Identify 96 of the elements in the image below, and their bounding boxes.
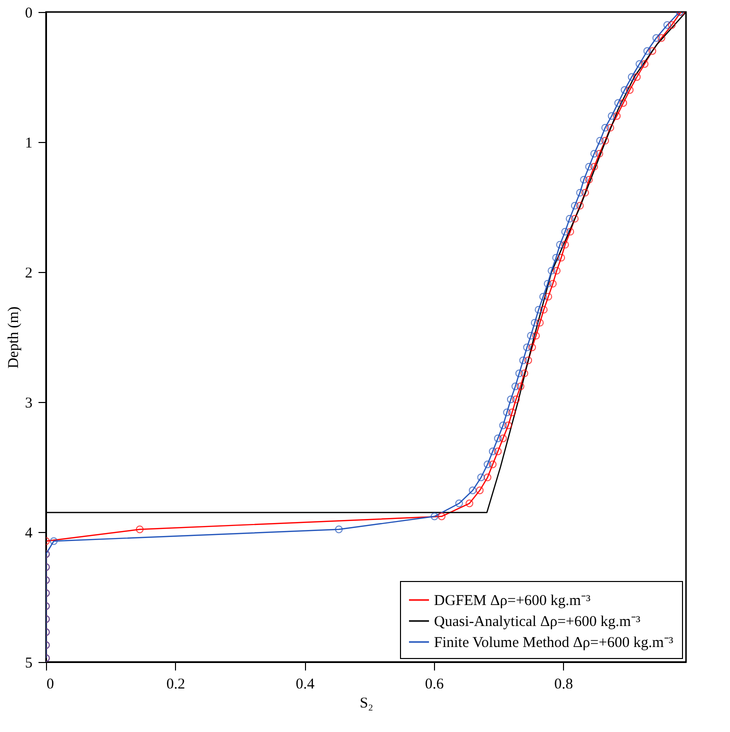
point	[523, 344, 531, 352]
point	[561, 228, 569, 236]
point	[484, 460, 492, 468]
point	[552, 266, 561, 275]
point	[499, 434, 507, 442]
y-tick-label: 2	[25, 266, 32, 282]
point	[576, 188, 584, 197]
point	[556, 240, 564, 249]
point	[548, 266, 556, 275]
x-tick-label: 0.6	[425, 676, 444, 692]
point	[576, 202, 584, 210]
point	[503, 408, 511, 416]
point	[608, 112, 616, 120]
point	[512, 396, 520, 404]
point	[468, 486, 477, 494]
point	[552, 254, 560, 262]
point	[570, 202, 579, 210]
point	[590, 162, 598, 171]
point	[570, 214, 579, 223]
point	[136, 526, 144, 534]
point	[544, 280, 552, 288]
point	[334, 526, 343, 534]
point	[668, 21, 676, 29]
point	[614, 99, 622, 107]
point	[488, 460, 497, 468]
point	[532, 332, 540, 340]
point	[511, 382, 520, 390]
legend-label: Finite Volume Method Δρ=+600 kg.m⁻³	[434, 635, 674, 651]
point	[590, 150, 598, 158]
point	[524, 356, 532, 364]
y-tick-label: 1	[25, 136, 32, 152]
point	[534, 306, 542, 314]
point	[466, 500, 474, 508]
point	[530, 318, 539, 327]
point	[544, 292, 552, 301]
point	[663, 21, 672, 29]
y-axis-title: Depth (m)	[6, 306, 22, 369]
point	[548, 280, 557, 288]
point	[526, 332, 535, 340]
point	[566, 214, 574, 223]
point	[581, 188, 590, 197]
point	[438, 512, 446, 520]
point	[566, 228, 574, 236]
y-tick-label: 5	[25, 656, 32, 672]
point	[620, 86, 628, 94]
y-tick-label: 3	[25, 396, 32, 412]
point	[515, 370, 524, 378]
point	[601, 124, 610, 132]
point	[561, 240, 569, 249]
point	[540, 306, 548, 314]
point	[488, 448, 497, 456]
point	[585, 176, 593, 184]
legend-label: DGFEM Δρ=+600 kg.m⁻³	[434, 593, 591, 609]
point	[477, 474, 485, 482]
point	[636, 60, 644, 68]
point	[506, 396, 515, 404]
point	[643, 47, 652, 55]
point	[640, 60, 648, 68]
point	[476, 486, 484, 494]
x-tick-label: 0.4	[296, 676, 315, 692]
point	[626, 86, 634, 94]
point	[494, 448, 502, 456]
point	[652, 34, 660, 42]
point	[648, 47, 656, 55]
point	[528, 344, 536, 352]
point	[455, 500, 463, 508]
point	[628, 73, 636, 81]
point	[494, 434, 502, 442]
point	[606, 124, 614, 132]
point	[580, 176, 588, 184]
point	[519, 356, 527, 364]
point	[484, 474, 492, 482]
point	[658, 34, 666, 42]
x-tick-label: 0	[46, 676, 54, 692]
point	[504, 422, 512, 430]
point	[601, 136, 610, 145]
point	[516, 382, 524, 390]
x-tick-label: 0.8	[554, 676, 574, 692]
legend-label: Quasi-Analytical Δρ=+600 kg.m⁻³	[434, 614, 641, 630]
point	[430, 512, 438, 520]
x-axis-title: S₂	[360, 696, 374, 712]
point	[557, 254, 566, 262]
point	[596, 136, 604, 145]
point	[633, 73, 641, 81]
x-tick-label: 0.2	[166, 676, 186, 692]
point	[596, 150, 604, 158]
y-tick-label: 4	[25, 526, 33, 542]
point	[619, 99, 628, 107]
point	[585, 162, 593, 171]
point	[508, 408, 516, 416]
y-tick-label: 0	[25, 6, 32, 22]
point	[536, 318, 544, 327]
point	[499, 422, 507, 430]
point	[539, 292, 547, 301]
point	[520, 370, 528, 378]
point	[612, 112, 621, 120]
